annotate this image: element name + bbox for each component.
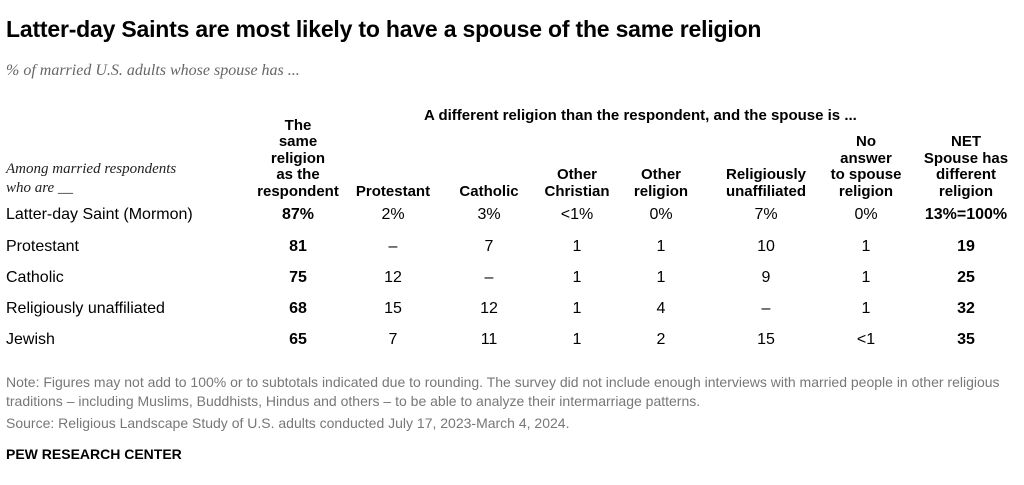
column-header-line: Other (556, 166, 598, 183)
row-header: Among married respondents who are __ (6, 160, 176, 198)
column-header-line: Spouse has (923, 149, 1009, 167)
column-header: Other religion (633, 166, 689, 200)
column-header-line: as the (276, 166, 320, 183)
footnote: Note: Figures may not add to 100% or to … (6, 374, 1000, 409)
table-cell: 1 (861, 269, 871, 286)
row-label: Jewish (6, 331, 55, 348)
table-cell: 1 (656, 269, 666, 286)
table-cell: 15 (757, 331, 775, 348)
table-cell: 19 (957, 238, 975, 255)
column-header: The same religion as the respondent (257, 116, 339, 201)
table-cell: 10 (757, 238, 775, 255)
row-label: Latter-day Saint (Mormon) (6, 206, 193, 223)
table-cell: 1 (656, 238, 666, 255)
row-label: Catholic (6, 269, 64, 286)
column-header-line: Christian (544, 182, 610, 200)
chart-title: Latter-day Saints are most likely to hav… (6, 16, 762, 42)
table-cell: 65 (289, 331, 307, 348)
row-header-line: Among married respondents (6, 161, 177, 177)
column-header-line: Catholic (459, 182, 519, 200)
column-header-line: to spouse (830, 166, 902, 183)
table-cell: 7% (754, 206, 778, 223)
table-cell: 1 (861, 300, 871, 317)
column-header-line: same (278, 133, 318, 150)
column-header-line: unaffiliated (725, 182, 806, 200)
table-cell: 87% (281, 206, 315, 223)
table-cell: 7 (484, 238, 494, 255)
table-cell: 11 (480, 331, 498, 348)
publisher-credit: PEW RESEARCH CENTER (6, 446, 182, 462)
table-cell: 35 (957, 331, 975, 348)
column-header: Catholic (459, 182, 519, 201)
column-group-header: A different religion than the respondent… (424, 107, 857, 124)
table-cell: 25 (957, 269, 975, 286)
column-header-line: answer (840, 149, 892, 167)
table-cell: – (484, 269, 494, 286)
column-header: Other Christian (544, 166, 610, 200)
chart-subtitle: % of married U.S. adults whose spouse ha… (6, 62, 300, 79)
table-cell: 7 (388, 331, 398, 348)
row-label: Religiously unaffiliated (6, 300, 165, 317)
table-cell: 12 (384, 269, 402, 286)
column-header-line: The (284, 116, 312, 134)
column-header-line: respondent (257, 182, 339, 200)
column-header-line: religion (270, 149, 326, 167)
column-header: NET Spouse has different religion (923, 133, 1009, 200)
table-cell: <1% (560, 206, 594, 223)
table-cell: 32 (957, 300, 975, 317)
table-cell: 12 (480, 300, 498, 317)
column-header-line: Other (640, 166, 682, 183)
column-header-line: NET (950, 133, 981, 150)
table-cell: 0% (854, 206, 878, 223)
table-cell: 1 (572, 331, 582, 348)
table-cell: – (761, 300, 771, 317)
table-cell: 81 (289, 238, 307, 255)
table-cell: 3% (477, 206, 501, 223)
table-cell: – (388, 238, 398, 255)
table-cell: 2 (656, 331, 666, 348)
table-cell: 2% (381, 206, 405, 223)
table-cell: 0% (649, 206, 673, 223)
column-header-line: religion (938, 182, 994, 200)
row-header-line: who are __ (6, 180, 73, 196)
table-cell: 9 (761, 269, 771, 286)
table-cell: 1 (572, 269, 582, 286)
row-label: Protestant (6, 238, 79, 255)
column-header: Religiously unaffiliated (725, 166, 807, 200)
column-header-line: Protestant (355, 182, 431, 200)
table-cell: 68 (289, 300, 307, 317)
column-header-line: religion (633, 182, 689, 200)
table-cell: 13%=100% (924, 206, 1008, 223)
table-cell: 75 (289, 269, 307, 286)
table-cell: 1 (861, 238, 871, 255)
column-header: No answer to spouse religion (830, 133, 902, 200)
table-cell: 1 (572, 300, 582, 317)
column-header: Protestant (355, 182, 431, 201)
table-cell: <1 (856, 331, 876, 348)
column-header-line: Religiously (725, 166, 807, 183)
column-header-line: different (935, 166, 996, 183)
source-note: Source: Religious Landscape Study of U.S… (6, 415, 570, 431)
table-cell: 4 (656, 300, 666, 317)
column-header-line: No (856, 133, 876, 150)
table-cell: 1 (572, 238, 582, 255)
column-header-line: religion (838, 182, 894, 200)
table-cell: 15 (384, 300, 402, 317)
